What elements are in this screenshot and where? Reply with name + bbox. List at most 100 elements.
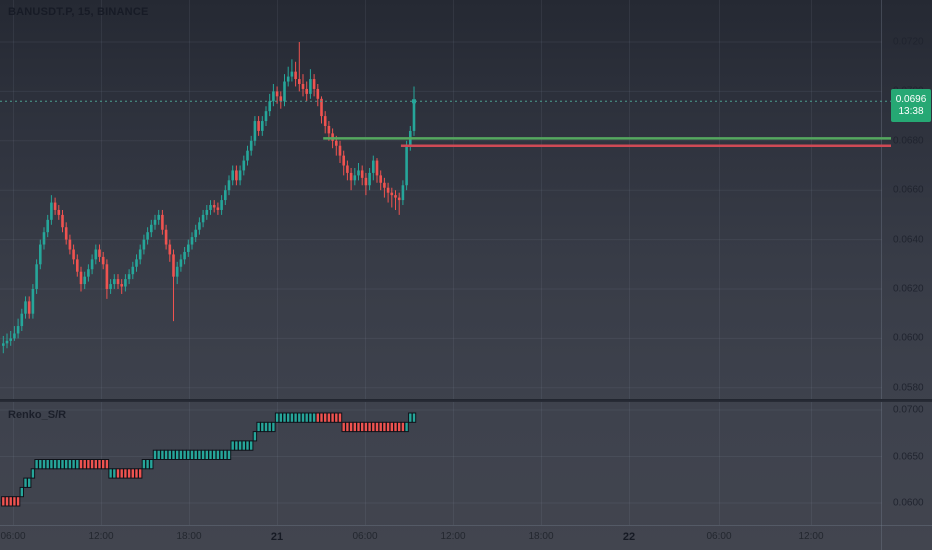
candle-up <box>224 190 227 201</box>
renko-brick-up <box>204 449 210 461</box>
candle-up <box>401 185 405 201</box>
time-tick-label: 12:00 <box>88 531 114 542</box>
renko-brick-up <box>149 459 154 470</box>
renko-brick-up <box>223 449 228 461</box>
candle-down <box>235 170 238 181</box>
renko-brick-up <box>49 459 54 470</box>
candle-down <box>316 88 320 99</box>
price-tick-label: 0.0680 <box>893 135 924 147</box>
candle-down <box>298 79 301 84</box>
renko-brick-up <box>263 421 269 433</box>
symbol-legend[interactable]: BANUSDT.P, 15, BINANCE <box>8 6 149 18</box>
pane-divider[interactable] <box>0 399 932 402</box>
renko-brick-up <box>19 486 25 498</box>
candle-up <box>157 214 160 220</box>
renko-brick-down <box>374 421 380 433</box>
candle-up <box>283 81 286 102</box>
renko-brick-up <box>38 459 43 470</box>
renko-brick-up <box>200 449 206 461</box>
candle-down <box>101 256 105 265</box>
price-tick-label: 0.0660 <box>893 184 924 196</box>
candle-up <box>50 202 53 220</box>
renko-brick-up <box>282 412 287 423</box>
candle-up <box>220 200 223 210</box>
renko-brick-up <box>41 459 47 470</box>
candle-up <box>150 224 153 233</box>
renko-brick-up <box>267 421 272 433</box>
time-tick-label: 06:00 <box>0 531 26 542</box>
renko-brick-down <box>115 468 121 479</box>
renko-brick-down <box>319 412 324 423</box>
candle-down <box>164 229 168 245</box>
renko-brick-down <box>348 421 354 433</box>
renko-brick-down <box>15 496 21 507</box>
candle-down <box>349 172 353 181</box>
renko-brick-down <box>86 459 91 470</box>
renko-brick-up <box>189 449 195 461</box>
renko-brick-up <box>260 421 265 433</box>
candle-up <box>238 170 242 181</box>
renko-brick-up <box>408 412 413 423</box>
indicator-legend[interactable]: Renko_S/R <box>8 409 67 421</box>
candle-down <box>346 165 349 173</box>
renko-brick-down <box>345 421 350 433</box>
renko-brick-up <box>71 459 76 470</box>
candle-up <box>39 244 42 265</box>
renko-brick-up <box>145 459 150 470</box>
candle-up <box>198 222 201 230</box>
renko-brick-up <box>411 412 417 423</box>
renko-brick-up <box>304 412 309 423</box>
candle-down <box>327 125 331 134</box>
candle-up <box>187 244 190 252</box>
candle-up <box>138 249 142 260</box>
candle-up <box>290 71 294 77</box>
renko-brick-up <box>404 421 409 433</box>
time-axis[interactable]: 06:00 12:00 18:00 21 06:00 12:00 18:00 22 06:00 1… <box>0 525 932 550</box>
renko-brick-up <box>219 449 224 461</box>
candle-up <box>109 284 112 289</box>
candle-up <box>353 175 357 181</box>
candle-down <box>335 140 338 146</box>
candle-up <box>372 160 375 173</box>
renko-price-tick-label: 0.0650 <box>893 451 924 462</box>
candle-up <box>253 121 257 141</box>
candle-up <box>268 101 271 112</box>
candle-up <box>90 259 94 270</box>
candle-down <box>76 259 79 272</box>
price-tick-label: 0.0620 <box>893 283 924 295</box>
renko-brick-down <box>89 459 95 470</box>
renko-brick-down <box>101 459 106 470</box>
candle-down <box>161 214 164 230</box>
candle-up <box>249 140 253 151</box>
renko-brick-up <box>52 459 58 470</box>
renko-brick-up <box>308 412 313 423</box>
candle-up <box>135 259 138 267</box>
candle-down <box>323 116 327 126</box>
candle-up <box>261 121 264 131</box>
price-axis[interactable]: 0.0720 0.0700 0.0680 0.0660 0.0640 0.0620 0.06… <box>882 0 932 525</box>
renko-brick-up <box>156 449 161 461</box>
renko-brick-up <box>197 449 202 461</box>
candle-up <box>209 205 212 210</box>
renko-brick-up <box>208 449 213 461</box>
bar-countdown: 13:38 <box>898 105 924 117</box>
time-tick-day-label: 22 <box>622 531 636 543</box>
renko-brick-up <box>286 412 291 423</box>
candle-up <box>24 301 27 314</box>
candle-up <box>246 150 249 161</box>
renko-brick-down <box>130 468 136 479</box>
renko-brick-up <box>278 412 284 423</box>
candle-up <box>405 145 408 186</box>
time-tick-label: 06:00 <box>706 531 732 542</box>
candle-down <box>57 209 61 215</box>
renko-price-tick-label: 0.0700 <box>893 404 924 416</box>
candle-up <box>20 313 24 327</box>
candle-up <box>357 170 360 176</box>
candle-down <box>72 249 75 260</box>
renko-brick-down <box>323 412 328 423</box>
renko-brick-up <box>27 477 32 488</box>
renko-brick-up <box>293 412 298 423</box>
candle-down <box>120 284 123 287</box>
time-tick-label: 06:00 <box>352 531 378 542</box>
